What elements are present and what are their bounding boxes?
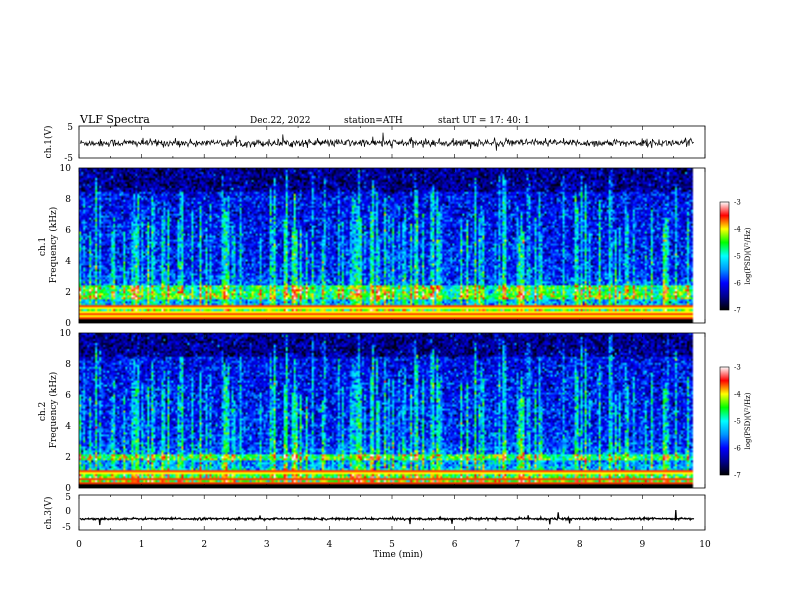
ch3-ytick-mid: 0 (65, 507, 71, 517)
ch2-freq-tick-10: 10 (60, 329, 72, 339)
ch1-ylabel: ch.1(V) (43, 126, 54, 159)
ch1-waveform-frame (78, 125, 706, 159)
ch2-freq-tick-8: 8 (65, 360, 71, 370)
ch2-freq-ylabel: ch.2 Frequency (kHz) (38, 372, 59, 449)
ch2-freq-tick-4: 4 (65, 422, 71, 432)
ch1-freq-ylabel: ch.1 Frequency (kHz) (38, 207, 59, 284)
x-tick-label-9: 9 (640, 540, 646, 550)
ch1-freq-tick-2: 2 (65, 288, 71, 298)
ch3-ytick-bottom: -5 (62, 523, 71, 533)
ch1-spectrogram-panel: 0 2 4 6 8 10 ch.1 Frequency (kHz) (38, 164, 706, 329)
x-tick-label-7: 7 (514, 540, 520, 550)
colorbar-tick-label: -7 (734, 307, 741, 315)
ch2-freq-tick-6: 6 (65, 391, 71, 401)
ch3-ylabel: ch.3(V) (43, 497, 54, 530)
ch2-spectrogram-image (79, 333, 705, 488)
ch2-yticks: 0 2 4 6 8 10 (60, 329, 72, 494)
station-label: station=ATH (344, 116, 403, 126)
x-tick-label-4: 4 (327, 540, 333, 550)
ch2-spectrogram-panel: 0 2 4 6 8 10 ch.2 Frequency (kHz) (38, 329, 706, 494)
colorbar-tick-label: -5 (734, 253, 741, 261)
ch1-ytick-top: 5 (67, 123, 73, 133)
ch1-colorbar: -3 -4 -5 -6 -7 log(PSD)(V²/Hz) (719, 199, 752, 315)
colorbar-tick-label: -4 (734, 391, 741, 399)
ch1-spectrogram-image (79, 168, 705, 323)
x-tick-label-1: 1 (139, 540, 145, 550)
colorbar-tick-label: -6 (734, 280, 741, 288)
colorbar-tick-label: -4 (734, 226, 741, 234)
ch1-freq-tick-8: 8 (65, 195, 71, 205)
ch2-colorbar-ticks: -3 -4 -5 -6 -7 (734, 364, 741, 480)
ch3-ytick-top: 5 (65, 493, 71, 503)
ch3-waveform-panel: 5 0 -5 ch.3(V) (43, 493, 706, 533)
ch1-freq-tick-0: 0 (65, 319, 71, 329)
colorbar-tick-label: -3 (734, 199, 741, 207)
ch3-waveform-line (79, 509, 695, 526)
colorbar-tick-label: -6 (734, 445, 741, 453)
x-tick-label-0: 0 (76, 540, 82, 550)
ch1-freq-tick-4: 4 (65, 257, 71, 267)
x-tick-label-5: 5 (389, 540, 395, 550)
ch1-freq-tick-6: 6 (65, 226, 71, 236)
ch1-colorbar-ticks: -3 -4 -5 -6 -7 (734, 199, 741, 315)
ch1-waveform-panel: 5 -5 ch.1(V) (43, 123, 706, 164)
figure-title: VLF Spectra (79, 113, 150, 126)
x-axis-label: Time (min) (373, 549, 423, 560)
ch1-waveform-line (79, 132, 694, 151)
ch2-freq-tick-2: 2 (65, 453, 71, 463)
ch1-freq-tick-10: 10 (60, 164, 72, 174)
date-label: Dec.22, 2022 (250, 116, 311, 126)
colorbar-tick-label: -3 (734, 364, 741, 372)
start-time-label: start UT = 17: 40: 1 (438, 116, 530, 126)
ch1-ytick-bottom: -5 (64, 154, 73, 164)
time-tick-marks (78, 126, 706, 530)
x-tick-label-3: 3 (264, 540, 270, 550)
ch2-freq-tick-0: 0 (65, 484, 71, 494)
ch1-yticks: 0 2 4 6 8 10 (60, 164, 72, 329)
x-tick-label-8: 8 (577, 540, 583, 550)
x-axis-tick-labels: 0 1 2 3 4 5 6 7 8 9 10 (76, 540, 711, 550)
ch2-colorbar-label: log(PSD)(V²/Hz) (744, 392, 752, 449)
ch3-waveform-frame (78, 494, 706, 531)
x-tick-label-2: 2 (201, 540, 207, 550)
ch2-colorbar: -3 -4 -5 -6 -7 log(PSD)(V²/Hz) (719, 364, 752, 480)
colorbar-tick-label: -7 (734, 472, 741, 480)
x-tick-label-10: 10 (699, 540, 711, 550)
colorbar-tick-label: -5 (734, 418, 741, 426)
ch1-colorbar-gradient (719, 201, 730, 311)
x-tick-label-6: 6 (452, 540, 458, 550)
ch1-colorbar-label: log(PSD)(V²/Hz) (744, 227, 752, 284)
ch2-colorbar-gradient (719, 366, 730, 476)
